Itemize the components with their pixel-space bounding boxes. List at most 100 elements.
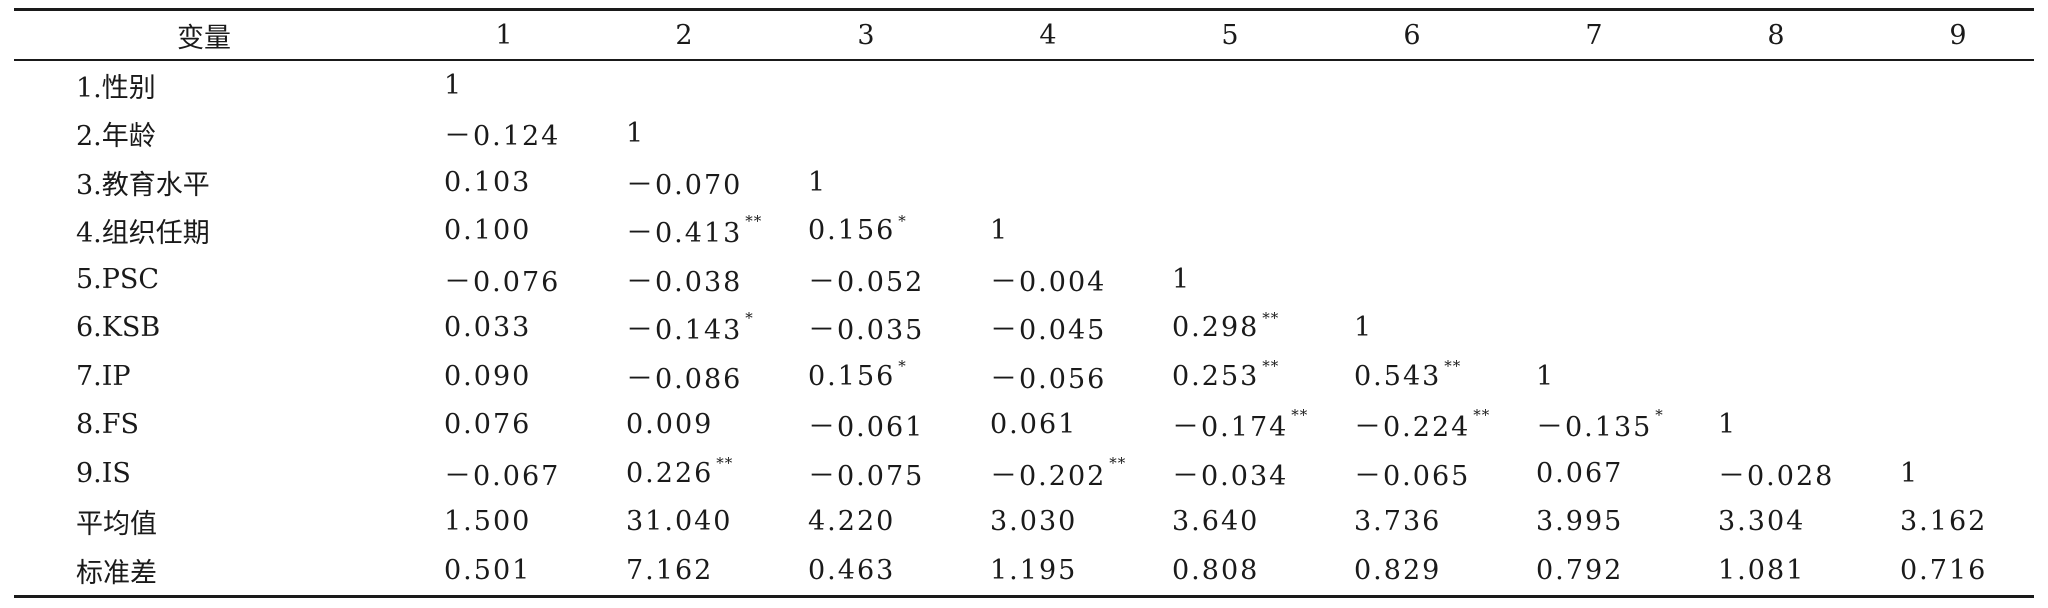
cell-value: 1.081 xyxy=(1718,554,1806,586)
cell-value: －0.061 xyxy=(808,412,925,444)
cell-value: 1 xyxy=(990,215,1010,247)
cell-value: 1 xyxy=(1172,263,1192,295)
table-cell: －0.135 * xyxy=(1536,401,1706,450)
cell-value: －0.075 xyxy=(808,460,925,492)
table-cell: 0.100 xyxy=(444,207,614,256)
row-label: 1.性别 xyxy=(76,72,156,104)
cell-value: 1 xyxy=(1718,409,1738,441)
cell-value: 0.543 xyxy=(1354,360,1442,392)
row-label: 标准差 xyxy=(76,557,157,589)
table-cell xyxy=(1354,110,1524,159)
cell-value: 1 xyxy=(626,118,646,150)
table-cell: 3.030 xyxy=(990,498,1160,547)
cell-value: －0.086 xyxy=(626,363,743,395)
table-cell xyxy=(1172,61,1342,110)
table-cell xyxy=(1172,110,1342,159)
significance-marker: ** xyxy=(745,211,763,230)
table-cell: 0.253 ** xyxy=(1172,352,1342,401)
cell-value: －0.413 xyxy=(626,218,743,250)
table-cell: －0.070 xyxy=(626,158,796,207)
table-top-rule xyxy=(14,8,2034,11)
table-cell: 0.463 xyxy=(808,546,978,595)
table-cell xyxy=(990,61,1160,110)
table-cell xyxy=(1354,61,1524,110)
cell-value: 3.640 xyxy=(1172,506,1260,538)
header-col-8: 8 xyxy=(1767,19,1785,51)
table-bottom-rule xyxy=(14,594,2034,598)
table-cell: 3.162 xyxy=(1900,498,2048,547)
table-cell xyxy=(808,61,978,110)
table-cell: 1 xyxy=(1172,255,1342,304)
table-cell: 1.500 xyxy=(444,498,614,547)
table-cell: －0.038 xyxy=(626,255,796,304)
cell-value: 7.162 xyxy=(626,554,714,586)
table-cell xyxy=(990,110,1160,159)
cell-value: 3.995 xyxy=(1536,506,1624,538)
cell-value: 0.716 xyxy=(1900,554,1988,586)
table-cell xyxy=(1900,352,2048,401)
cell-value: 0.226 xyxy=(626,457,714,489)
cell-value: －0.065 xyxy=(1354,460,1471,492)
table-cell: 3.995 xyxy=(1536,498,1706,547)
cell-value: 3.030 xyxy=(990,506,1078,538)
cell-value: －0.034 xyxy=(1172,460,1289,492)
table-cell xyxy=(1536,110,1706,159)
table-cell: 0.501 xyxy=(444,546,614,595)
table-cell: 0.076 xyxy=(444,401,614,450)
table-cell xyxy=(1172,207,1342,256)
table-cell: 1 xyxy=(1354,304,1524,353)
table-cell xyxy=(990,158,1160,207)
cell-value: 1 xyxy=(1536,360,1556,392)
cell-value: 0.009 xyxy=(626,409,714,441)
table-row: 4.组织任期 0.100 －0.413 ** 0.156 * 1 xyxy=(14,207,2034,256)
cell-value: －0.067 xyxy=(444,460,561,492)
table-cell xyxy=(1536,304,1706,353)
correlation-table: 变量 1 2 3 4 5 6 7 8 9 1.性别 1 2.年龄 －0.124 1 3.教… xyxy=(14,8,2034,598)
table-cell: －0.065 xyxy=(1354,449,1524,498)
header-col-1: 1 xyxy=(495,19,513,51)
table-cell xyxy=(1172,158,1342,207)
table-cell xyxy=(1718,207,1888,256)
table-cell: －0.075 xyxy=(808,449,978,498)
table-cell: 1 xyxy=(626,110,796,159)
cell-value: －0.035 xyxy=(808,315,925,347)
cell-value: 1 xyxy=(1354,312,1374,344)
significance-marker: ** xyxy=(1473,405,1491,424)
row-label: 平均值 xyxy=(76,509,157,541)
cell-value: 0.808 xyxy=(1172,554,1260,586)
cell-value: －0.224 xyxy=(1354,412,1471,444)
table-cell: 0.156 * xyxy=(808,207,978,256)
cell-value: 3.162 xyxy=(1900,506,1988,538)
table-cell: 1 xyxy=(1536,352,1706,401)
table-cell: －0.035 xyxy=(808,304,978,353)
cell-value: －0.076 xyxy=(444,266,561,298)
table-row: 8.FS 0.076 0.009 －0.061 0.061 －0.174 ** －0.224 *… xyxy=(14,401,2034,450)
significance-marker: * xyxy=(1655,405,1664,424)
header-col-3: 3 xyxy=(857,19,875,51)
cell-value: 0.033 xyxy=(444,312,532,344)
table-row: 3.教育水平 0.103 －0.070 1 xyxy=(14,158,2034,207)
table-cell xyxy=(1718,158,1888,207)
cell-value: －0.052 xyxy=(808,266,925,298)
cell-value: 0.076 xyxy=(444,409,532,441)
table-body: 1.性别 1 2.年龄 －0.124 1 3.教育水平 0.103 －0.070 1 4.组织任期… xyxy=(14,61,2034,595)
cell-value: 0.090 xyxy=(444,360,532,392)
table-cell: 1.195 xyxy=(990,546,1160,595)
significance-marker: * xyxy=(898,211,907,230)
table-cell xyxy=(1536,207,1706,256)
cell-value: 0.067 xyxy=(1536,457,1624,489)
table-cell xyxy=(1718,61,1888,110)
table-cell: 0.103 xyxy=(444,158,614,207)
significance-marker: ** xyxy=(1444,357,1462,376)
cell-value: 3.736 xyxy=(1354,506,1442,538)
cell-value: 0.100 xyxy=(444,215,532,247)
table-cell: －0.045 xyxy=(990,304,1160,353)
table-cell xyxy=(1718,110,1888,159)
table-cell: 0.829 xyxy=(1354,546,1524,595)
cell-value: －0.038 xyxy=(626,266,743,298)
table-header-row: 变量 1 2 3 4 5 6 7 8 9 xyxy=(14,11,2034,59)
table-cell: －0.067 xyxy=(444,449,614,498)
table-cell: 31.040 xyxy=(626,498,796,547)
cell-value: －0.135 xyxy=(1536,412,1653,444)
row-label: 3.教育水平 xyxy=(76,169,210,201)
